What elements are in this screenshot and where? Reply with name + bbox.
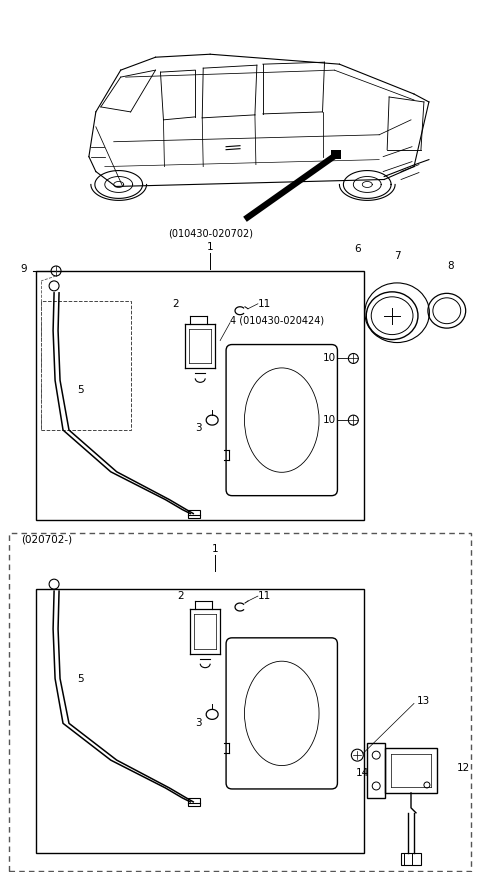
Bar: [367, 743, 385, 798]
Text: 10: 10: [322, 354, 336, 363]
Text: 1: 1: [207, 242, 214, 252]
Text: 5: 5: [78, 385, 84, 396]
Text: 3: 3: [195, 423, 202, 433]
Text: 14: 14: [356, 768, 369, 778]
Bar: [188, 798, 200, 806]
Bar: [36, 271, 364, 520]
Text: 10: 10: [322, 415, 336, 425]
Text: 11: 11: [258, 592, 271, 601]
Text: (010430-020702): (010430-020702): [168, 228, 252, 238]
Text: 11: 11: [258, 298, 271, 309]
Text: 9: 9: [20, 264, 26, 274]
Bar: [41, 301, 131, 430]
Bar: [385, 748, 437, 793]
Bar: [332, 150, 341, 158]
Text: 4 (010430-020424): 4 (010430-020424): [230, 316, 324, 326]
Bar: [9, 534, 471, 872]
Text: (020702-): (020702-): [21, 535, 72, 544]
Text: 8: 8: [447, 261, 454, 271]
Text: 1: 1: [212, 544, 218, 555]
Bar: [188, 509, 200, 517]
Text: 13: 13: [417, 696, 430, 706]
Bar: [36, 589, 364, 852]
Text: 6: 6: [354, 244, 360, 254]
Text: 12: 12: [457, 763, 470, 774]
Text: 3: 3: [195, 718, 202, 728]
Text: 2: 2: [177, 592, 184, 601]
Text: 2: 2: [172, 298, 179, 309]
Text: 5: 5: [78, 674, 84, 683]
Text: 7: 7: [394, 251, 400, 261]
Bar: [401, 852, 421, 864]
